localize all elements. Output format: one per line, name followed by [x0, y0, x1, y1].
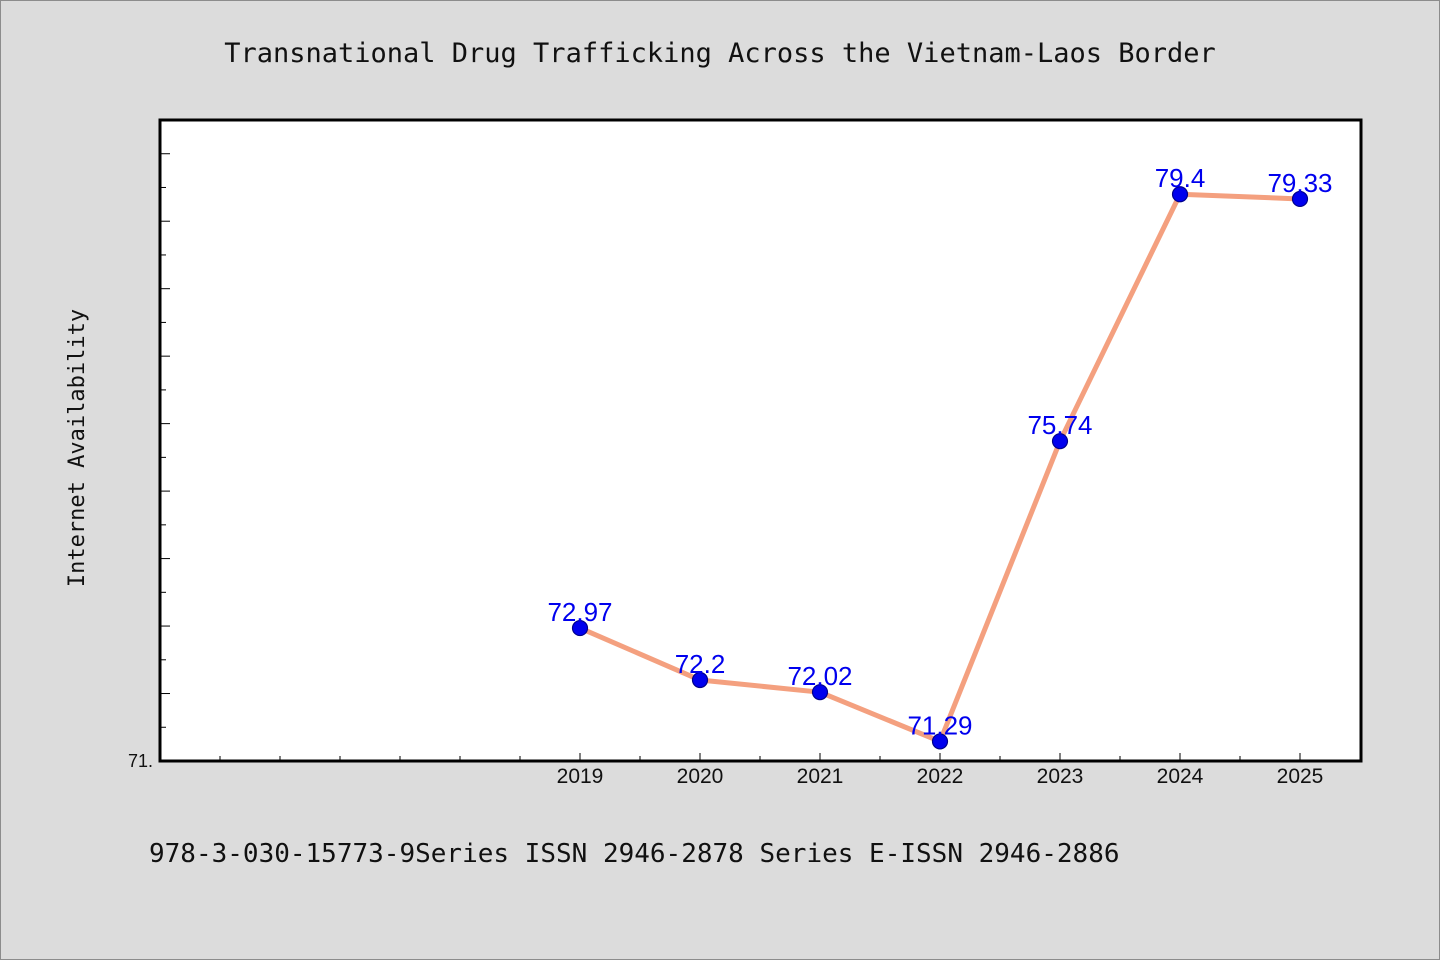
data-point-marker [571, 619, 589, 637]
data-point-marker [1171, 186, 1189, 203]
data-label: 72.97 [547, 597, 612, 627]
x-tick-label: 2021 [797, 765, 844, 788]
x-tick-label: 2024 [1157, 765, 1204, 788]
x-axis-ticks [219, 753, 1361, 761]
y-axis-label: Internet Availability [65, 309, 90, 587]
x-tick-labels: 2019 2020 2021 2022 2023 2024 2025 [557, 765, 1324, 788]
x-tick-label: 2020 [677, 765, 724, 788]
data-label: 72.2 [675, 649, 726, 679]
data-point-marker [1291, 190, 1309, 208]
x-tick-label: 2025 [1277, 765, 1324, 788]
plot-area [158, 118, 1363, 763]
x-tick-label: 2019 [557, 765, 604, 788]
data-labels: 72.97 72.2 72.02 71.29 75.74 79.4 79.33 [547, 163, 1332, 740]
data-label: 79.33 [1267, 168, 1332, 198]
data-label: 79.4 [1155, 163, 1206, 193]
data-label: 71.29 [907, 710, 972, 740]
data-point-marker [811, 684, 829, 701]
chart-title: Transnational Drug Trafficking Across th… [224, 38, 1216, 69]
series-markers [571, 186, 1309, 750]
data-point-marker [691, 671, 709, 689]
data-label: 75.74 [1027, 410, 1092, 440]
y-tick-label: 71. [128, 751, 153, 771]
x-tick-label: 2022 [917, 765, 964, 788]
data-label: 72.02 [787, 661, 852, 691]
data-point-marker [1051, 433, 1069, 450]
data-point-marker [931, 733, 949, 750]
isbn-footer: 978-3-030-15773-9Series ISSN 2946-2878 S… [149, 839, 1120, 869]
y-axis-ticks [160, 119, 170, 728]
x-tick-label: 2023 [1037, 765, 1084, 788]
